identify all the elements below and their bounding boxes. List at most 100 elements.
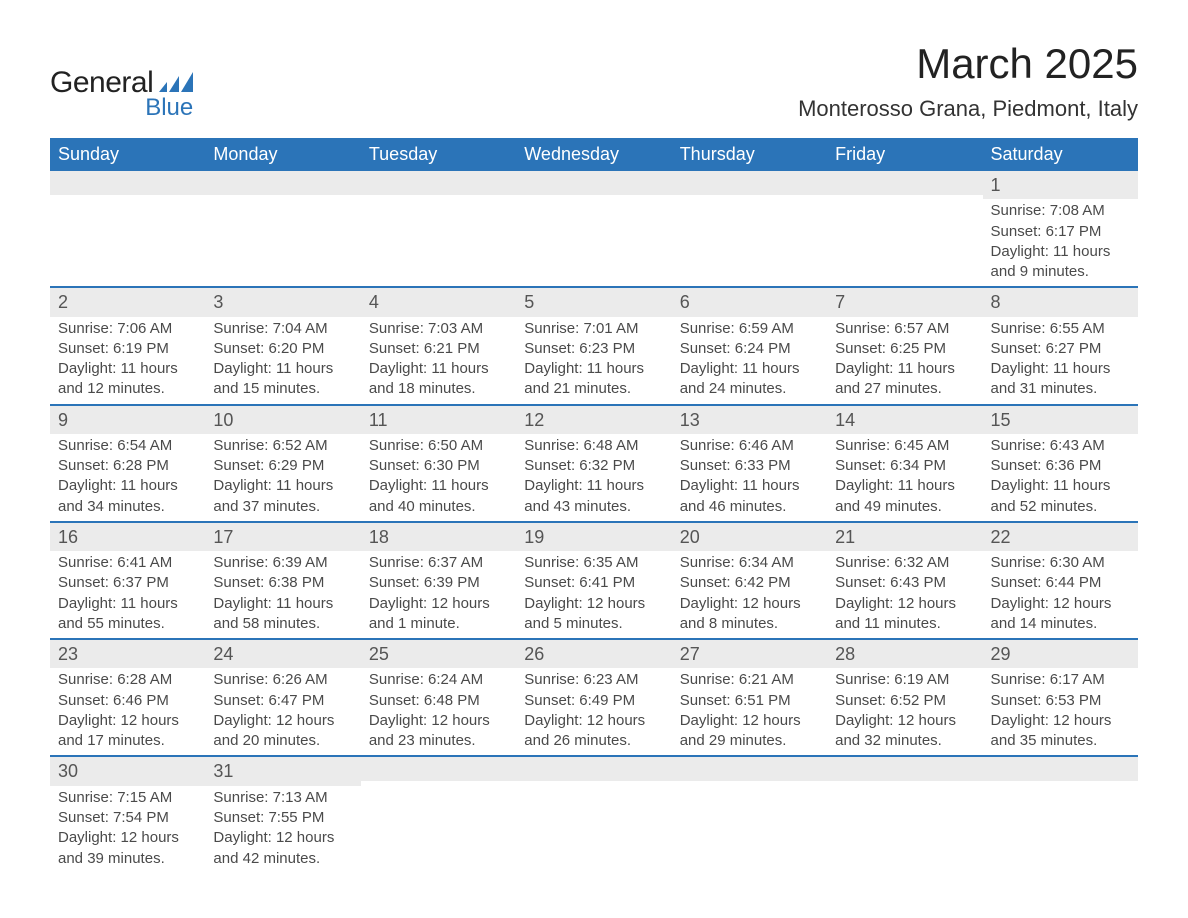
sunrise-line: Sunrise: 6:45 AM bbox=[835, 436, 974, 456]
sunset-line: Sunset: 6:28 PM bbox=[58, 456, 197, 476]
sunset-line: Sunset: 6:29 PM bbox=[213, 456, 352, 476]
week-daynum-row: 2345678 bbox=[50, 287, 1138, 316]
day-body: Sunrise: 7:13 AMSunset: 7:55 PMDaylight:… bbox=[205, 786, 360, 873]
day-number: 3 bbox=[205, 288, 360, 316]
day-number bbox=[516, 171, 671, 195]
day-number: 17 bbox=[205, 523, 360, 551]
daylight-line: Daylight: 11 hours and 58 minutes. bbox=[213, 594, 352, 635]
logo-text-general: General bbox=[50, 66, 153, 100]
day-body: Sunrise: 6:41 AMSunset: 6:37 PMDaylight:… bbox=[50, 551, 205, 638]
day-body: Sunrise: 6:54 AMSunset: 6:28 PMDaylight:… bbox=[50, 434, 205, 521]
day-number: 25 bbox=[361, 640, 516, 668]
sunrise-line: Sunrise: 6:46 AM bbox=[680, 436, 819, 456]
calendar-table: Sunday Monday Tuesday Wednesday Thursday… bbox=[50, 138, 1138, 873]
daylight-line: Daylight: 11 hours and 27 minutes. bbox=[835, 359, 974, 400]
week-daynum-row: 1 bbox=[50, 171, 1138, 199]
day-number: 29 bbox=[983, 640, 1138, 668]
sunset-line: Sunset: 6:51 PM bbox=[680, 691, 819, 711]
daylight-line: Daylight: 12 hours and 1 minute. bbox=[369, 594, 508, 635]
month-title: March 2025 bbox=[798, 40, 1138, 88]
sunset-line: Sunset: 6:25 PM bbox=[835, 339, 974, 359]
sunrise-line: Sunrise: 7:04 AM bbox=[213, 319, 352, 339]
daylight-line: Daylight: 11 hours and 49 minutes. bbox=[835, 476, 974, 517]
sunrise-line: Sunrise: 6:59 AM bbox=[680, 319, 819, 339]
day-number bbox=[516, 757, 671, 781]
daylight-line: Daylight: 11 hours and 34 minutes. bbox=[58, 476, 197, 517]
day-body: Sunrise: 6:34 AMSunset: 6:42 PMDaylight:… bbox=[672, 551, 827, 638]
day-body: Sunrise: 6:45 AMSunset: 6:34 PMDaylight:… bbox=[827, 434, 982, 521]
day-header-row: Sunday Monday Tuesday Wednesday Thursday… bbox=[50, 138, 1138, 171]
day-body: Sunrise: 6:32 AMSunset: 6:43 PMDaylight:… bbox=[827, 551, 982, 638]
day-number bbox=[50, 171, 205, 195]
sunset-line: Sunset: 6:39 PM bbox=[369, 573, 508, 593]
daylight-line: Daylight: 12 hours and 29 minutes. bbox=[680, 711, 819, 752]
day-number: 1 bbox=[983, 171, 1138, 199]
day-number: 7 bbox=[827, 288, 982, 316]
sunrise-line: Sunrise: 6:17 AM bbox=[991, 670, 1130, 690]
daylight-line: Daylight: 11 hours and 31 minutes. bbox=[991, 359, 1130, 400]
sunrise-line: Sunrise: 6:54 AM bbox=[58, 436, 197, 456]
sunset-line: Sunset: 6:21 PM bbox=[369, 339, 508, 359]
sunset-line: Sunset: 6:32 PM bbox=[524, 456, 663, 476]
sunrise-line: Sunrise: 6:48 AM bbox=[524, 436, 663, 456]
day-body: Sunrise: 7:06 AMSunset: 6:19 PMDaylight:… bbox=[50, 317, 205, 404]
day-body: Sunrise: 6:21 AMSunset: 6:51 PMDaylight:… bbox=[672, 668, 827, 755]
day-number: 21 bbox=[827, 523, 982, 551]
day-number: 30 bbox=[50, 757, 205, 785]
day-header: Tuesday bbox=[361, 138, 516, 171]
day-body bbox=[516, 199, 671, 279]
daylight-line: Daylight: 12 hours and 42 minutes. bbox=[213, 828, 352, 869]
day-body: Sunrise: 6:17 AMSunset: 6:53 PMDaylight:… bbox=[983, 668, 1138, 755]
sunset-line: Sunset: 6:42 PM bbox=[680, 573, 819, 593]
sunset-line: Sunset: 6:52 PM bbox=[835, 691, 974, 711]
sunset-line: Sunset: 6:38 PM bbox=[213, 573, 352, 593]
day-body bbox=[983, 786, 1138, 866]
day-body bbox=[516, 786, 671, 866]
sunrise-line: Sunrise: 6:57 AM bbox=[835, 319, 974, 339]
day-header: Thursday bbox=[672, 138, 827, 171]
sunset-line: Sunset: 7:55 PM bbox=[213, 808, 352, 828]
day-number: 13 bbox=[672, 406, 827, 434]
daylight-line: Daylight: 11 hours and 40 minutes. bbox=[369, 476, 508, 517]
day-body: Sunrise: 6:43 AMSunset: 6:36 PMDaylight:… bbox=[983, 434, 1138, 521]
sunset-line: Sunset: 6:34 PM bbox=[835, 456, 974, 476]
daylight-line: Daylight: 12 hours and 39 minutes. bbox=[58, 828, 197, 869]
day-number: 19 bbox=[516, 523, 671, 551]
day-body: Sunrise: 6:37 AMSunset: 6:39 PMDaylight:… bbox=[361, 551, 516, 638]
day-number: 8 bbox=[983, 288, 1138, 316]
day-header: Friday bbox=[827, 138, 982, 171]
day-body bbox=[50, 199, 205, 279]
day-body bbox=[361, 199, 516, 279]
sunset-line: Sunset: 6:48 PM bbox=[369, 691, 508, 711]
day-body: Sunrise: 6:24 AMSunset: 6:48 PMDaylight:… bbox=[361, 668, 516, 755]
day-body: Sunrise: 6:46 AMSunset: 6:33 PMDaylight:… bbox=[672, 434, 827, 521]
day-number: 5 bbox=[516, 288, 671, 316]
day-number bbox=[672, 171, 827, 195]
sunrise-line: Sunrise: 6:23 AM bbox=[524, 670, 663, 690]
day-body: Sunrise: 7:01 AMSunset: 6:23 PMDaylight:… bbox=[516, 317, 671, 404]
daylight-line: Daylight: 11 hours and 12 minutes. bbox=[58, 359, 197, 400]
sunset-line: Sunset: 6:37 PM bbox=[58, 573, 197, 593]
sunrise-line: Sunrise: 7:13 AM bbox=[213, 788, 352, 808]
day-number: 20 bbox=[672, 523, 827, 551]
day-number: 26 bbox=[516, 640, 671, 668]
day-body: Sunrise: 6:39 AMSunset: 6:38 PMDaylight:… bbox=[205, 551, 360, 638]
daylight-line: Daylight: 11 hours and 18 minutes. bbox=[369, 359, 508, 400]
day-number: 9 bbox=[50, 406, 205, 434]
sunset-line: Sunset: 6:47 PM bbox=[213, 691, 352, 711]
week-daybody-row: Sunrise: 7:08 AMSunset: 6:17 PMDaylight:… bbox=[50, 199, 1138, 287]
daylight-line: Daylight: 11 hours and 43 minutes. bbox=[524, 476, 663, 517]
day-number bbox=[205, 171, 360, 195]
sunset-line: Sunset: 6:41 PM bbox=[524, 573, 663, 593]
day-number: 10 bbox=[205, 406, 360, 434]
sunset-line: Sunset: 6:23 PM bbox=[524, 339, 663, 359]
daylight-line: Daylight: 12 hours and 32 minutes. bbox=[835, 711, 974, 752]
week-daynum-row: 23242526272829 bbox=[50, 639, 1138, 668]
day-body: Sunrise: 6:48 AMSunset: 6:32 PMDaylight:… bbox=[516, 434, 671, 521]
sunrise-line: Sunrise: 6:50 AM bbox=[369, 436, 508, 456]
daylight-line: Daylight: 12 hours and 5 minutes. bbox=[524, 594, 663, 635]
day-number: 15 bbox=[983, 406, 1138, 434]
day-header: Monday bbox=[205, 138, 360, 171]
title-block: March 2025 Monterosso Grana, Piedmont, I… bbox=[798, 40, 1138, 122]
day-body: Sunrise: 6:55 AMSunset: 6:27 PMDaylight:… bbox=[983, 317, 1138, 404]
